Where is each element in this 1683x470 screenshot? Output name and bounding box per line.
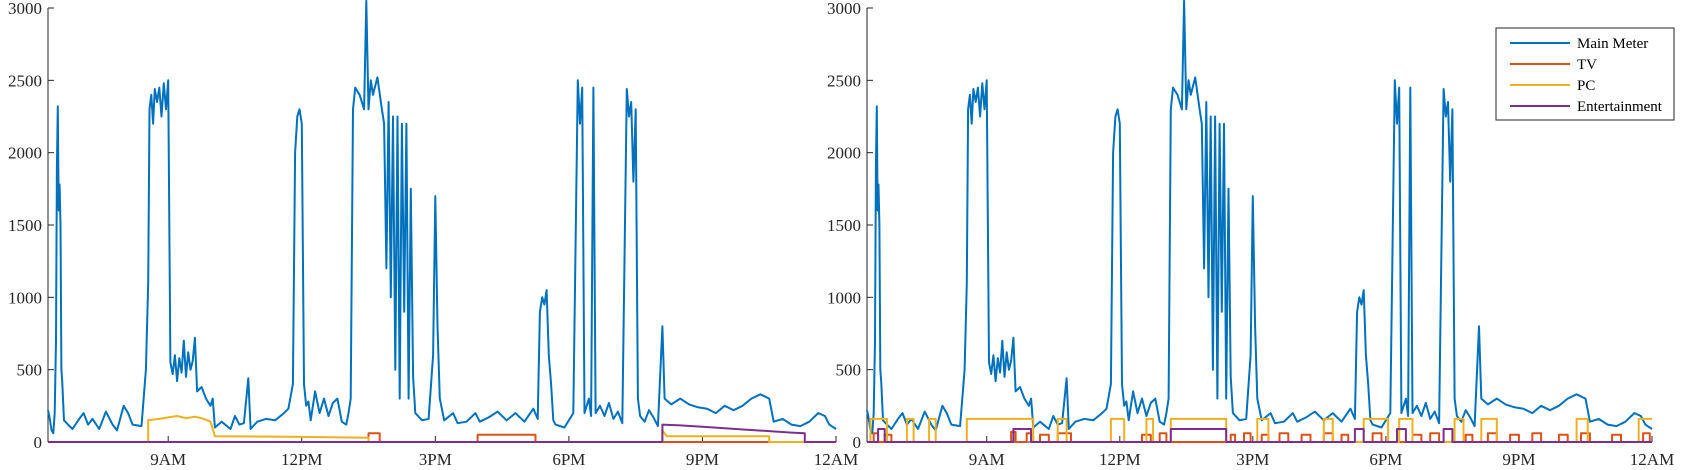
left-y-tick-label: 2500 <box>8 71 42 90</box>
left-y-tick-label: 1000 <box>8 288 42 307</box>
left-x-tick-label: 9PM <box>686 450 719 469</box>
left-x-tick-label: 12AM <box>814 450 858 469</box>
left-y-ticks: 0 500 1000 1500 2000 2500 3000 <box>8 0 54 452</box>
right-y-tick-label: 2000 <box>827 144 861 163</box>
right-x-tick-label: 6PM <box>1369 450 1402 469</box>
right-plot-lines <box>866 0 1653 443</box>
left-series-line-main-meter <box>47 0 837 435</box>
left-x-tick-label: 3PM <box>419 450 452 469</box>
right-x-tick-label: 9PM <box>1502 450 1535 469</box>
right-chart-panel: 0 500 1000 1500 2000 2500 3000 9AM 12PM 3PM 6PM 9P… <box>827 0 1675 469</box>
left-chart-panel: 0 500 1000 1500 2000 2500 3000 9AM 12PM 3PM 6PM 9P… <box>8 0 858 469</box>
right-series-line-entertainment <box>867 428 1652 443</box>
right-x-ticks: 9AM 12PM 3PM 6PM 9PM 12AM <box>969 436 1674 469</box>
left-plot-lines <box>47 0 837 443</box>
left-x-tick-label: 12PM <box>281 450 323 469</box>
right-series-line-pc <box>867 417 1652 443</box>
left-y-tick-label: 500 <box>17 361 43 380</box>
right-y-tick-label: 0 <box>853 433 862 452</box>
right-y-tick-label: 2500 <box>827 71 861 90</box>
left-series-line-pc <box>48 415 836 443</box>
left-y-tick-label: 2000 <box>8 144 42 163</box>
left-series-line-entertainment <box>48 423 836 443</box>
left-y-tick-label: 3000 <box>8 0 42 18</box>
right-y-tick-label: 1000 <box>827 288 861 307</box>
left-x-tick-label: 6PM <box>552 450 585 469</box>
legend-label-tv: TV <box>1577 57 1597 73</box>
legend: Main Meter TV PC Entertainment <box>1495 27 1675 121</box>
left-y-tick-label: 0 <box>34 433 43 452</box>
right-y-ticks: 0 500 1000 1500 2000 2500 3000 <box>827 0 873 452</box>
legend-label-pc: PC <box>1577 78 1595 94</box>
left-axes <box>47 8 836 443</box>
right-x-tick-label: 12AM <box>1630 450 1674 469</box>
legend-label-entertainment: Entertainment <box>1577 99 1663 115</box>
right-series-line-main-meter <box>866 0 1653 435</box>
legend-label-main-meter: Main Meter <box>1577 36 1648 52</box>
left-y-tick-label: 1500 <box>8 216 42 235</box>
right-y-tick-label: 500 <box>836 361 862 380</box>
right-series-line-tv <box>867 430 1652 443</box>
left-series-line-tv <box>48 432 836 443</box>
right-y-tick-label: 3000 <box>827 0 861 18</box>
left-x-tick-label: 9AM <box>150 450 186 469</box>
right-x-tick-label: 3PM <box>1236 450 1269 469</box>
right-x-tick-label: 9AM <box>969 450 1005 469</box>
right-x-tick-label: 12PM <box>1099 450 1141 469</box>
right-y-tick-label: 1500 <box>827 216 861 235</box>
left-x-ticks: 9AM 12PM 3PM 6PM 9PM 12AM <box>150 436 858 469</box>
